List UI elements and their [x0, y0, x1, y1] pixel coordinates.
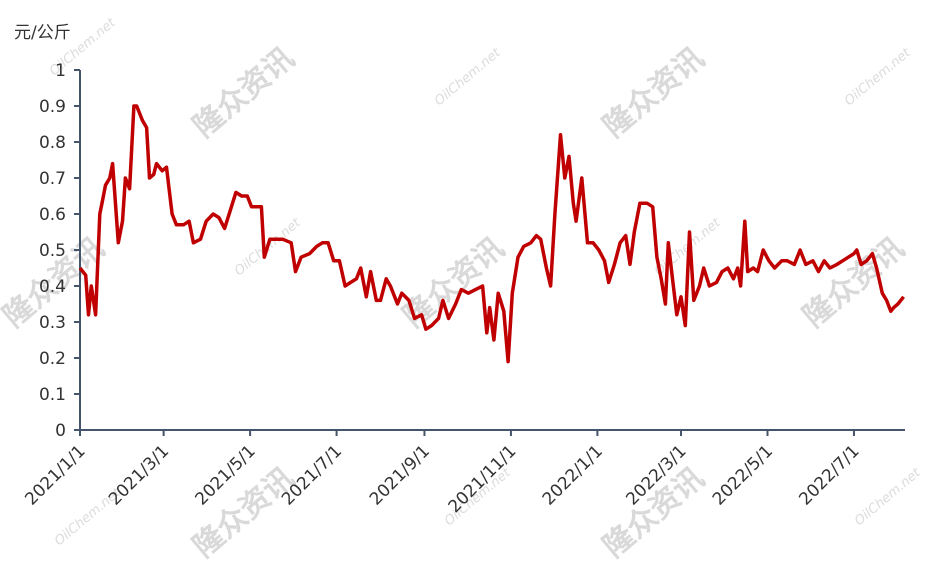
y-tick-label: 0.1: [39, 385, 66, 405]
watermark: 隆众资讯: [797, 231, 911, 335]
watermark: 隆众资讯: [187, 41, 301, 145]
y-tick-label: 0.4: [39, 277, 66, 297]
y-tick-label: 0.3: [39, 313, 66, 333]
line: [78, 104, 905, 364]
x-tick-label: 2022/5/1: [709, 441, 777, 509]
y-tick-label: 0.2: [39, 349, 66, 369]
y-tick-label: 0.5: [39, 241, 66, 261]
x-tick-label: 2022/1/1: [539, 441, 607, 509]
x-tick-label: 2021/9/1: [366, 441, 434, 509]
watermark-site: OilChem.net: [432, 45, 504, 109]
x-tick-label: 2021/3/1: [105, 441, 173, 509]
y-tick-label: 0: [55, 421, 66, 441]
x-tick-label: 2022/7/1: [795, 441, 863, 509]
y-tick-label: 0.6: [39, 205, 66, 225]
watermark-site: OilChem.net: [852, 465, 924, 529]
y-tick-label: 1: [55, 61, 66, 81]
y-tick-label: 0.9: [39, 97, 66, 117]
y-axis-label: 元/公斤: [14, 23, 71, 43]
x-tick-label: 2021/1/1: [21, 441, 89, 509]
watermark: 隆众资讯: [597, 41, 711, 145]
watermark-site: OilChem.net: [842, 45, 914, 109]
y-tick-label: 0.7: [39, 169, 66, 189]
y-tick-label: 0.8: [39, 133, 66, 153]
watermark: 隆众资讯: [187, 461, 301, 563]
